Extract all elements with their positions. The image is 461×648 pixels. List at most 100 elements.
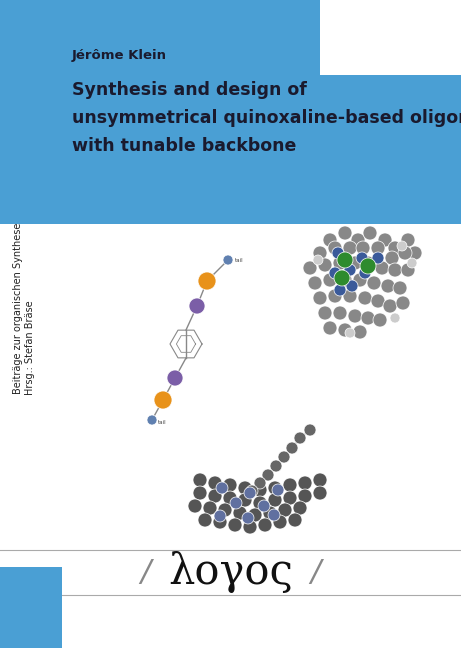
- Circle shape: [353, 273, 367, 287]
- Circle shape: [278, 503, 292, 517]
- Circle shape: [401, 233, 415, 247]
- Circle shape: [304, 424, 316, 436]
- Circle shape: [323, 233, 337, 247]
- Circle shape: [223, 491, 237, 505]
- Circle shape: [358, 291, 372, 305]
- Text: /: /: [311, 558, 321, 586]
- Circle shape: [313, 291, 327, 305]
- Circle shape: [253, 496, 267, 510]
- Circle shape: [213, 515, 227, 529]
- Circle shape: [338, 273, 352, 287]
- Circle shape: [288, 513, 302, 527]
- Circle shape: [278, 451, 290, 463]
- Circle shape: [294, 432, 306, 444]
- Circle shape: [147, 415, 157, 425]
- Circle shape: [363, 226, 377, 240]
- Circle shape: [385, 251, 399, 265]
- Circle shape: [383, 299, 397, 313]
- Circle shape: [388, 263, 402, 277]
- Circle shape: [360, 258, 376, 274]
- Circle shape: [323, 273, 337, 287]
- Circle shape: [208, 476, 222, 490]
- Circle shape: [268, 493, 282, 507]
- Circle shape: [393, 281, 407, 295]
- Circle shape: [228, 518, 242, 532]
- Circle shape: [388, 241, 402, 255]
- Circle shape: [337, 252, 353, 268]
- Circle shape: [262, 469, 274, 481]
- Circle shape: [356, 241, 370, 255]
- Circle shape: [333, 306, 347, 320]
- Circle shape: [272, 484, 284, 496]
- Text: Beiträge zur organischen Synthese: Beiträge zur organischen Synthese: [13, 222, 23, 394]
- Circle shape: [313, 473, 327, 487]
- Circle shape: [188, 499, 202, 513]
- Circle shape: [328, 289, 342, 303]
- Circle shape: [193, 486, 207, 500]
- Circle shape: [154, 391, 172, 409]
- Circle shape: [348, 309, 362, 323]
- Circle shape: [328, 241, 342, 255]
- Circle shape: [230, 497, 242, 509]
- Text: λογος: λογος: [168, 551, 293, 593]
- Circle shape: [390, 313, 400, 323]
- Circle shape: [361, 311, 375, 325]
- Circle shape: [318, 306, 332, 320]
- Circle shape: [233, 506, 247, 520]
- Circle shape: [334, 284, 346, 296]
- Circle shape: [263, 506, 277, 520]
- Circle shape: [238, 493, 252, 507]
- Circle shape: [329, 267, 341, 279]
- Circle shape: [270, 460, 282, 472]
- Circle shape: [313, 486, 327, 500]
- Circle shape: [378, 233, 392, 247]
- Text: with tunable backbone: with tunable backbone: [72, 137, 296, 155]
- Circle shape: [343, 289, 357, 303]
- Circle shape: [268, 509, 280, 521]
- Circle shape: [298, 489, 312, 503]
- Circle shape: [246, 485, 258, 497]
- Text: Jérôme Klein: Jérôme Klein: [72, 49, 167, 62]
- Text: tail: tail: [158, 419, 166, 424]
- Circle shape: [371, 241, 385, 255]
- Circle shape: [371, 294, 385, 308]
- Circle shape: [223, 255, 233, 265]
- Circle shape: [167, 370, 183, 386]
- Bar: [0, 567, 62, 648]
- Circle shape: [258, 518, 272, 532]
- Circle shape: [353, 325, 367, 339]
- Circle shape: [367, 276, 381, 290]
- Circle shape: [381, 279, 395, 293]
- Text: tail: tail: [235, 257, 243, 262]
- Circle shape: [298, 476, 312, 490]
- Circle shape: [345, 328, 355, 338]
- Circle shape: [334, 270, 350, 286]
- Circle shape: [253, 483, 267, 497]
- Circle shape: [407, 258, 417, 268]
- Circle shape: [408, 246, 422, 260]
- Text: unsymmetrical quinoxaline-based oligomer: unsymmetrical quinoxaline-based oligomer: [72, 109, 461, 127]
- Circle shape: [216, 482, 228, 494]
- Circle shape: [218, 503, 232, 517]
- Circle shape: [397, 241, 407, 251]
- Circle shape: [242, 512, 254, 524]
- Circle shape: [273, 515, 287, 529]
- Circle shape: [243, 520, 257, 534]
- Circle shape: [198, 513, 212, 527]
- Circle shape: [223, 478, 237, 492]
- Text: /: /: [140, 558, 150, 586]
- Circle shape: [198, 272, 216, 290]
- Circle shape: [286, 442, 298, 454]
- Circle shape: [193, 473, 207, 487]
- Circle shape: [308, 276, 322, 290]
- Circle shape: [268, 481, 282, 495]
- Circle shape: [258, 500, 270, 512]
- Polygon shape: [0, 0, 461, 224]
- Circle shape: [189, 298, 205, 314]
- Circle shape: [396, 296, 410, 310]
- Circle shape: [351, 233, 365, 247]
- Circle shape: [238, 481, 252, 495]
- Circle shape: [398, 246, 412, 260]
- Circle shape: [248, 508, 262, 522]
- Text: Hrsg.: Stefan Bräse: Hrsg.: Stefan Bräse: [25, 301, 35, 395]
